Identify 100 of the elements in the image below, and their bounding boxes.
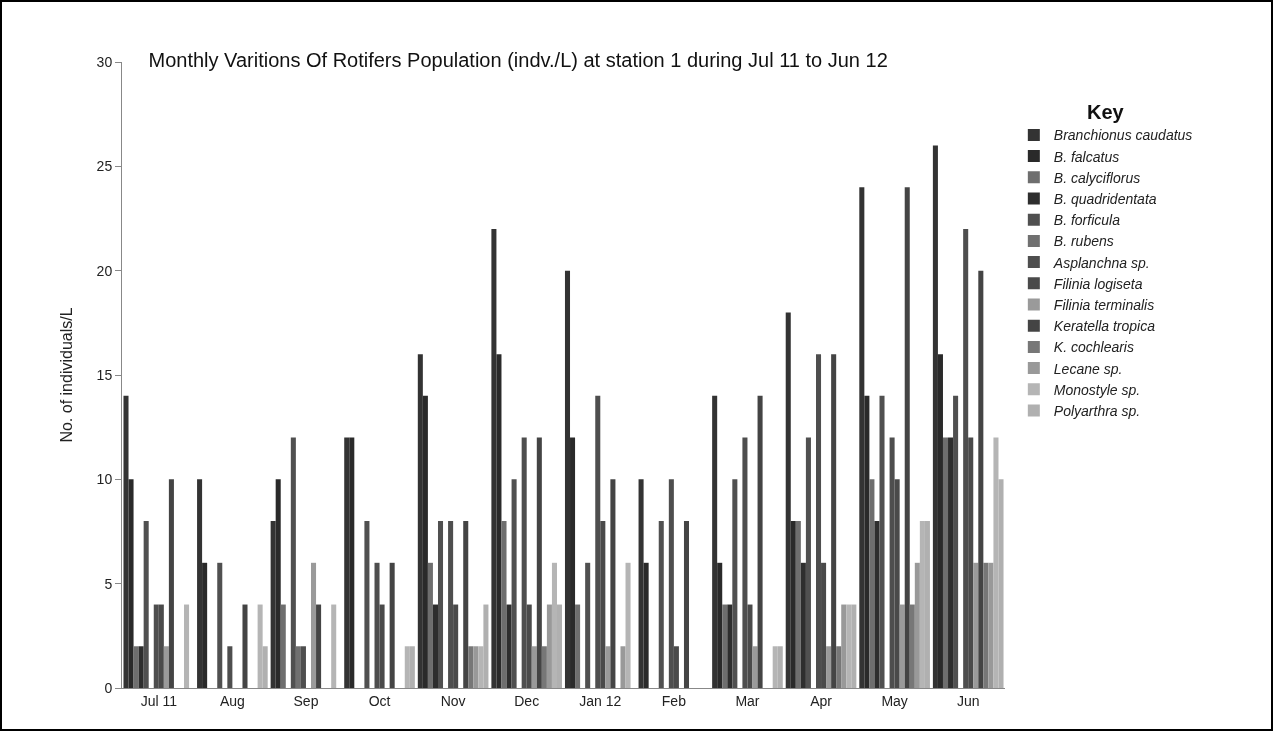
bar bbox=[531, 646, 537, 688]
legend-label: Polyarthra sp. bbox=[1053, 402, 1141, 419]
bar bbox=[473, 646, 479, 688]
bar bbox=[757, 395, 763, 688]
bar bbox=[752, 646, 758, 688]
bar bbox=[831, 354, 837, 688]
bar bbox=[468, 646, 474, 688]
bar bbox=[168, 479, 174, 688]
bar bbox=[331, 604, 337, 688]
bar bbox=[983, 562, 989, 688]
bar bbox=[242, 604, 248, 688]
y-tick-label: 20 bbox=[96, 262, 113, 279]
x-tick-label: Oct bbox=[368, 692, 391, 709]
bar bbox=[227, 646, 233, 688]
bar bbox=[841, 604, 847, 688]
bar bbox=[909, 604, 915, 688]
bar bbox=[389, 562, 395, 688]
x-tick-label: Sep bbox=[293, 692, 319, 709]
bar bbox=[948, 437, 954, 688]
bar bbox=[564, 270, 571, 688]
bar bbox=[143, 521, 149, 688]
y-tick-label: 0 bbox=[104, 679, 113, 696]
bar bbox=[800, 562, 806, 688]
bar bbox=[437, 521, 444, 688]
bar bbox=[795, 521, 801, 688]
x-tick-label: Dec bbox=[514, 692, 540, 709]
bar bbox=[816, 354, 822, 688]
bar bbox=[904, 187, 910, 688]
bar bbox=[625, 562, 631, 688]
bar bbox=[914, 562, 920, 688]
bar bbox=[491, 228, 497, 688]
bar bbox=[311, 562, 317, 688]
legend-title: Key bbox=[1087, 101, 1125, 124]
bar bbox=[924, 521, 930, 688]
bar bbox=[963, 228, 969, 688]
bar bbox=[158, 604, 164, 688]
bar bbox=[879, 395, 885, 688]
y-tick-label: 25 bbox=[96, 158, 113, 175]
bar bbox=[506, 604, 512, 688]
bar bbox=[585, 562, 591, 688]
bar bbox=[295, 646, 301, 688]
bar bbox=[197, 479, 203, 688]
legend-label: Asplanchna sp. bbox=[1052, 254, 1150, 271]
bar bbox=[859, 187, 865, 688]
y-tick-label: 30 bbox=[96, 53, 113, 70]
bar bbox=[712, 395, 718, 688]
bar bbox=[184, 604, 190, 688]
legend-label: B. rubens bbox=[1053, 233, 1114, 250]
bar bbox=[217, 562, 223, 688]
x-tick-label: Jun bbox=[956, 692, 980, 709]
x-tick-label: May bbox=[881, 692, 908, 709]
bar bbox=[727, 604, 733, 688]
x-tick-label: Aug bbox=[219, 692, 245, 709]
legend-label: Filinia logiseta bbox=[1053, 275, 1143, 292]
bar bbox=[658, 521, 664, 688]
bar bbox=[869, 479, 875, 688]
bar bbox=[953, 395, 959, 688]
y-axis-title: No. of individuals/L bbox=[57, 307, 75, 443]
bar bbox=[501, 521, 507, 688]
legend-label: Filinia terminalis bbox=[1053, 296, 1155, 313]
bar bbox=[511, 479, 517, 688]
bar bbox=[364, 521, 370, 688]
y-tick-label: 10 bbox=[96, 471, 113, 488]
bar bbox=[427, 562, 433, 688]
x-tick-label: Mar bbox=[735, 692, 760, 709]
bar bbox=[575, 604, 581, 688]
bar bbox=[846, 604, 852, 688]
bar bbox=[448, 521, 454, 688]
bar bbox=[300, 646, 306, 688]
bar bbox=[978, 270, 984, 688]
x-tick-label: Jan 12 bbox=[579, 692, 622, 709]
bar bbox=[463, 521, 469, 688]
bar bbox=[138, 646, 144, 688]
bar bbox=[826, 646, 832, 688]
legend-label: Branchionus caudatus bbox=[1053, 127, 1193, 144]
x-tick-label: Apr bbox=[810, 692, 833, 709]
legend-label: B. falcatus bbox=[1053, 148, 1120, 165]
bar bbox=[732, 479, 738, 688]
bar bbox=[874, 521, 880, 688]
legend-label: Lecane sp. bbox=[1053, 360, 1123, 377]
bar bbox=[942, 437, 949, 688]
bar bbox=[836, 646, 842, 688]
y-tick-label: 5 bbox=[104, 575, 113, 592]
bar bbox=[344, 437, 350, 688]
legend-label: B. quadridentata bbox=[1053, 190, 1157, 207]
bar bbox=[595, 395, 601, 688]
bar bbox=[620, 646, 626, 688]
legend-label: Monostyle sp. bbox=[1053, 381, 1141, 398]
bar bbox=[610, 479, 616, 688]
bar bbox=[541, 646, 547, 688]
bar bbox=[973, 562, 979, 688]
bar bbox=[988, 562, 994, 688]
bar bbox=[280, 604, 286, 688]
legend-label: Keratella tropica bbox=[1053, 318, 1156, 335]
bar bbox=[316, 604, 322, 688]
x-tick-label: Nov bbox=[440, 692, 466, 709]
bar bbox=[133, 646, 139, 688]
chart-title: Monthly Varitions Of Rotifers Population (indv./L) at station 1 during Jul 11 to Jun 12 bbox=[148, 49, 888, 72]
legend-label: B. forficula bbox=[1053, 212, 1121, 229]
bar bbox=[163, 646, 169, 688]
